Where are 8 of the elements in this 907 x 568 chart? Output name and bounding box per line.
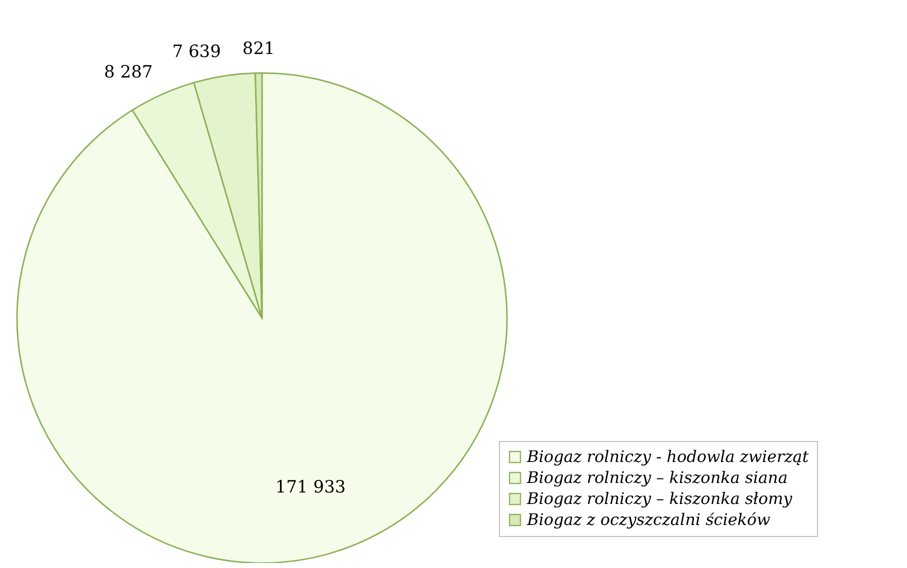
legend-label: Biogaz z oczyszczalni ścieków: [526, 510, 771, 529]
legend-label: Biogaz rolniczy - hodowla zwierząt: [526, 447, 810, 466]
data-label: 821: [242, 39, 275, 60]
data-label: 8 287: [104, 62, 153, 82]
data-label: 7 639: [172, 42, 221, 62]
data-label: 171 933: [275, 478, 346, 498]
legend-label: Biogaz rolniczy – kiszonka słomy: [526, 489, 794, 508]
legend-label: Biogaz rolniczy – kiszonka siana: [526, 468, 788, 487]
